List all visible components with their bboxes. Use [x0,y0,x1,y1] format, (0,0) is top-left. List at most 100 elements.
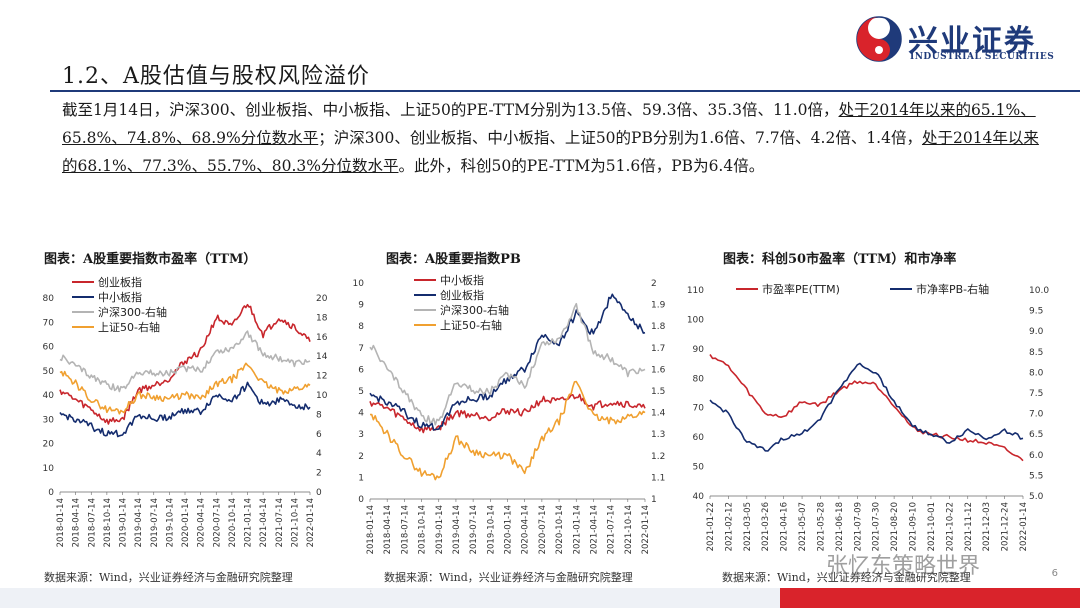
y-right-tick-label: 5.5 [1029,471,1043,481]
summary-text-4-underlined: 处于2014年以来的68.1%、77.3%、55.7%、80.3%分位数水平 [62,129,1039,175]
x-tick-label: 2019-04-14 [452,505,462,554]
y-right-tick-label: 6.5 [1029,430,1043,440]
y-left-tick-label: 80 [43,294,55,304]
legend-label: 市盈率PE(TTM) [762,282,840,296]
footer-band-light [0,588,780,608]
y-right-tick-label: 1.2 [651,452,665,462]
x-tick-label: 2022-01-14 [306,498,316,547]
x-tick-label: 2021-10-14 [624,505,634,554]
y-right-tick-label: 10 [316,391,328,401]
series-line-2 [59,381,311,438]
y-left-tick-label: 7 [358,344,364,354]
summary-text-1: 截至1月14日，沪深300、创业板指、中小板指、上证50的PE-TTM分别为13… [62,101,839,119]
y-left-tick-label: 40 [43,391,55,401]
series-line-2 [709,362,1024,452]
y-right-tick-label: 0 [316,488,322,498]
y-right-tick-label: 1.1 [651,473,665,483]
x-tick-label: 2021-05-07 [798,502,808,551]
x-tick-label: 2021-03-26 [761,502,771,551]
series-line-3 [369,302,646,426]
legend-label: 沪深300-右轴 [98,305,167,319]
x-tick-label: 2021-09-10 [909,502,919,551]
y-right-tick-label: 18 [316,313,328,323]
y-right-tick-label: 7.0 [1029,410,1044,420]
series-line-1 [709,354,1024,462]
y-left-tick-label: 90 [693,345,705,355]
legend-label: 上证50-右轴 [98,320,160,334]
x-tick-label: 2021-08-20 [890,502,900,551]
y-right-tick-label: 20 [316,294,328,304]
y-right-tick-label: 2 [651,279,657,289]
legend-label: 创业板指 [440,288,484,302]
x-tick-label: 2021-07-14 [275,498,285,547]
y-right-tick-label: 9.5 [1029,307,1043,317]
chart-star50-pe-pb: 40 50 60 70 80 90 100 110 5.0 5.5 6.0 6.5 7.0 7.5 8.0 8… [687,282,1050,551]
x-tick-label: 2018-01-14 [56,498,66,547]
y-left-tick-label: 2 [358,452,364,462]
summary-paragraph: 截至1月14日，沪深300、创业板指、中小板指、上证50的PE-TTM分别为13… [62,96,1052,180]
x-tick-label: 2021-01-14 [244,498,254,547]
y-right-tick-label: 6 [316,430,322,440]
footer-band [0,588,1080,608]
y-right-tick-label: 5.0 [1029,492,1044,502]
summary-text-5: 。此外，科创50的PE-TTM为51.6倍，PB为6.4倍。 [398,157,765,175]
x-tick-label: 2018-04-14 [383,505,393,554]
y-right-tick-label: 1.6 [651,365,666,375]
y-right-tick-label: 2 [316,469,322,479]
logo-english-name: INDUSTRIAL SECURITIES [910,52,1055,62]
summary-text-2-underlined: 处于2014年以来的65.1%、65.8%、74.8%、68.9%分位数水平 [62,101,1036,147]
x-tick-label: 2019-07-14 [150,498,160,547]
y-right-tick-label: 1.5 [651,387,665,397]
series-line-3 [59,330,311,393]
brand-logo: 兴业证券 INDUSTRIAL SECURITIES [856,14,1066,66]
y-left-tick-label: 10 [43,464,55,474]
y-right-tick-label: 10.0 [1029,286,1049,296]
x-tick-label: 2021-01-14 [572,505,582,554]
x-tick-label: 2021-10-14 [290,498,300,547]
series-line-4 [369,380,646,481]
series-line-4 [59,362,311,415]
y-left-tick-label: 0 [48,488,54,498]
y-left-tick-label: 0 [358,495,364,505]
y-right-tick-label: 7.5 [1029,389,1043,399]
y-right-tick-label: 1.3 [651,430,665,440]
x-tick-label: 2019-01-14 [435,505,445,554]
y-left-tick-label: 30 [43,415,55,425]
y-right-tick-label: 12 [316,372,327,382]
y-right-tick-label: 8.5 [1029,348,1043,358]
y-right-tick-label: 4 [316,449,322,459]
x-tick-label: 2019-01-14 [119,498,129,547]
x-tick-label: 2018-07-14 [87,498,97,547]
y-right-tick-label: 1.7 [651,344,665,354]
legend-label: 创业板指 [98,275,142,289]
x-tick-label: 2021-05-28 [816,502,826,551]
chart1-title: 图表：A股重要指数市盈率（TTM） [44,252,257,267]
x-tick-label: 2022-01-14 [1019,502,1029,551]
y-left-tick-label: 9 [358,301,364,311]
y-left-tick-label: 60 [693,433,705,443]
series-line-1 [369,393,646,434]
x-tick-label: 2019-07-14 [469,505,479,554]
summary-text-3: ；沪深300、创业板指、中小板指、上证50的PB分别为1.6倍、7.7倍、4.2… [318,129,922,147]
chart1-source: 数据来源：Wind，兴业证券经济与金融研究院整理 [44,571,293,584]
x-tick-label: 2020-01-14 [181,498,191,547]
y-left-tick-label: 40 [693,492,705,502]
y-left-tick-label: 70 [693,404,705,414]
x-tick-label: 2021-03-05 [743,502,753,551]
y-left-tick-label: 50 [43,367,55,377]
x-tick-label: 2021-04-14 [259,498,269,547]
y-left-tick-label: 1 [358,473,364,483]
x-tick-label: 2020-04-14 [197,498,207,547]
watermark: 张忆东策略世界 [826,554,981,579]
y-right-tick-label: 6.0 [1029,451,1044,461]
title-divider [50,90,1080,92]
y-left-tick-label: 100 [687,315,704,325]
series-line-1 [59,303,311,425]
x-tick-label: 2021-12-24 [1001,502,1011,551]
y-left-tick-label: 70 [43,318,55,328]
x-tick-label: 2021-07-30 [872,502,882,551]
y-left-tick-label: 8 [358,322,364,332]
x-tick-label: 2018-01-14 [366,505,376,554]
x-tick-label: 2018-10-14 [103,498,113,547]
x-tick-label: 2020-10-14 [228,498,238,547]
